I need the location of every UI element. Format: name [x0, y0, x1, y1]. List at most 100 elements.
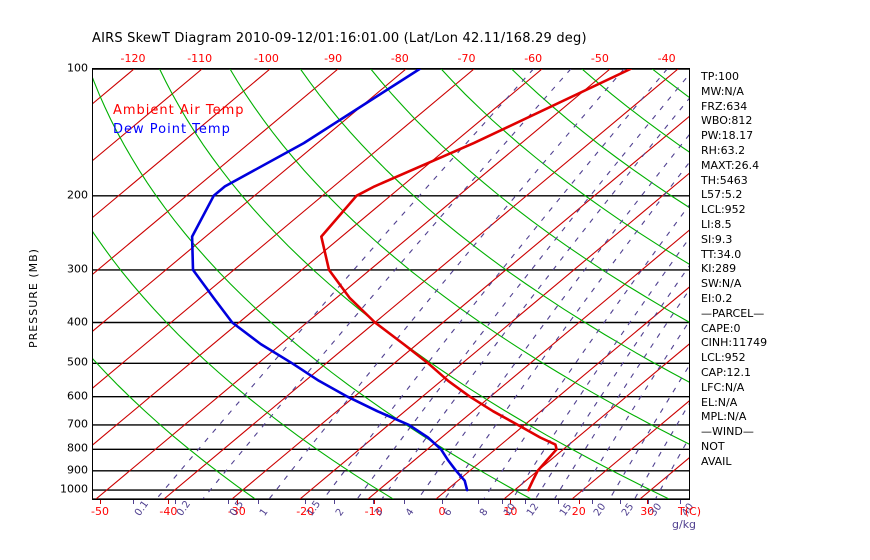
index-row-tt: TT:34.0 — [701, 247, 742, 261]
bottom-temp-tick: -40 — [159, 505, 178, 518]
top-temp-tick: -90 — [324, 52, 343, 65]
bottom-tick-mark — [168, 500, 170, 504]
mixing-ratio-tick-mark — [442, 500, 443, 504]
pressure-tick: 700 — [67, 417, 88, 431]
index-row-maxt: MAXT:26.4 — [701, 158, 760, 172]
index-row-wbo: WBO:812 — [701, 114, 753, 128]
mixing-ratio-tick-mark — [648, 500, 649, 504]
pressure-tick: 900 — [67, 463, 88, 477]
mixing-ratio-tick-mark — [620, 500, 621, 504]
top-temp-tick: -80 — [390, 52, 409, 65]
bottom-temp-tick: 0 — [438, 505, 446, 518]
mixing-ratio-tick: 1 — [258, 506, 271, 519]
pressure-tick: 500 — [67, 355, 88, 369]
y-axis-label: PRESSURE (MB) — [27, 248, 40, 348]
top-temp-tick: -60 — [524, 52, 543, 65]
index-row-li: LI:8.5 — [701, 217, 732, 231]
mixing-ratio-tick-mark — [373, 500, 374, 504]
mixing-ratio-tick-mark — [525, 500, 526, 504]
pressure-tick: 200 — [67, 188, 88, 202]
mixing-ratio-tick-mark — [592, 500, 593, 504]
top-temp-tick: -50 — [590, 52, 609, 65]
top-temp-tick: -40 — [657, 52, 676, 65]
pressure-tick: 400 — [67, 315, 88, 328]
index-row-wind: —WIND— — [701, 425, 754, 439]
bottom-tick-mark — [373, 500, 375, 504]
bottom-temp-tick: -20 — [296, 505, 315, 518]
index-row-sw: SW:N/A — [701, 277, 742, 291]
bottom-temp-tick: 10 — [503, 505, 518, 518]
index-row-ki: KI:289 — [701, 262, 737, 276]
mixing-ratio-tick: 2 — [334, 506, 347, 519]
index-row-cinh: CINH:11749 — [701, 336, 768, 350]
mixing-ratio-tick-mark — [334, 500, 335, 504]
bottom-temp-tick: -30 — [227, 505, 246, 518]
temperature-profile-line — [320, 69, 632, 492]
dewpoint-profile-line — [190, 69, 469, 492]
bottom-tick-mark — [578, 500, 580, 504]
top-temp-tick: -110 — [187, 52, 213, 65]
legend-ambient-air-temp: Ambient Air Temp — [113, 103, 245, 118]
mixing-ratio-units-label: g/kg — [672, 518, 697, 531]
mixing-ratio-tick: 20 — [592, 501, 609, 519]
bottom-temp-tick: 20 — [571, 505, 586, 518]
index-row-el: EL:N/A — [701, 395, 738, 409]
index-row-cap: CAP:12.1 — [701, 365, 752, 379]
index-row-ei: EI:0.2 — [701, 291, 733, 305]
top-temp-tick: -100 — [253, 52, 279, 65]
plot-area — [92, 68, 690, 500]
index-row-parcel: —PARCEL— — [701, 306, 765, 320]
bottom-tick-mark — [647, 500, 649, 504]
index-row-lfc: LFC:N/A — [701, 380, 745, 394]
pressure-tick: 1000 — [60, 482, 88, 496]
mixing-ratio-tick-mark — [680, 500, 681, 504]
mixing-ratio-tick-mark — [478, 500, 479, 504]
mixing-ratio-tick: 8 — [478, 506, 491, 519]
mixing-ratio-tick: 25 — [620, 501, 637, 519]
index-row-th: TH:5463 — [701, 173, 748, 187]
bottom-temp-tick: -10 — [364, 505, 383, 518]
index-row-mw: MW:N/A — [701, 84, 744, 98]
mixing-ratio-tick-mark — [404, 500, 405, 504]
index-row-lcl: LCL:952 — [701, 351, 746, 365]
mixing-ratio-tick: 0.1 — [133, 498, 152, 519]
page-title: AIRS SkewT Diagram 2010-09-12/01:16:01.0… — [92, 31, 587, 46]
legend-dew-point-temp: Dew Point Temp — [113, 122, 231, 137]
index-row-wind-status-2: AVAIL — [701, 454, 732, 468]
x-axis-label: T(C) — [678, 505, 701, 518]
pressure-tick: 800 — [67, 441, 88, 455]
pressure-tick: 100 — [67, 61, 88, 75]
index-row-frz: FRZ:634 — [701, 99, 748, 113]
bottom-temp-tick: -50 — [91, 505, 109, 518]
bottom-temp-tick: 30 — [640, 505, 655, 518]
index-row-lcl: LCL:952 — [701, 203, 746, 217]
index-row-si: SI:9.3 — [701, 232, 733, 246]
mixing-ratio-tick: 12 — [525, 501, 542, 519]
bottom-tick-mark — [236, 500, 238, 504]
mixing-ratio-tick-mark — [228, 500, 229, 504]
index-row-rh: RH:63.2 — [701, 143, 746, 157]
mixing-ratio-tick-mark — [133, 500, 134, 504]
mixing-ratio-tick-mark — [175, 500, 176, 504]
indices-panel: TP:100 MW:N/A FRZ:634 WBO:812 PW:18.17 RH:63.… — [701, 70, 861, 470]
bottom-tick-mark — [100, 500, 101, 504]
index-row-l57: L57:5.2 — [701, 188, 743, 202]
top-temp-tick: -70 — [457, 52, 476, 65]
mixing-ratio-tick-mark — [305, 500, 306, 504]
mixing-ratio-tick-mark — [502, 500, 503, 504]
bottom-tick-mark — [510, 500, 512, 504]
index-row-tp: TP:100 — [701, 70, 740, 83]
index-row-cape: CAPE:0 — [701, 321, 741, 335]
mixing-ratio-tick-mark — [558, 500, 559, 504]
mixing-ratio-tick: 0.2 — [175, 498, 194, 519]
skewt-plot-svg — [93, 69, 689, 499]
pressure-tick: 600 — [67, 389, 88, 403]
index-row-wind-status-1: NOT — [701, 439, 725, 453]
index-row-mpl: MPL:N/A — [701, 410, 747, 424]
mixing-ratio-tick-mark — [258, 500, 259, 504]
top-temp-tick: -120 — [120, 52, 146, 65]
index-row-pw: PW:18.17 — [701, 129, 754, 143]
mixing-ratio-tick: 4 — [404, 506, 417, 519]
pressure-tick: 300 — [67, 262, 88, 276]
